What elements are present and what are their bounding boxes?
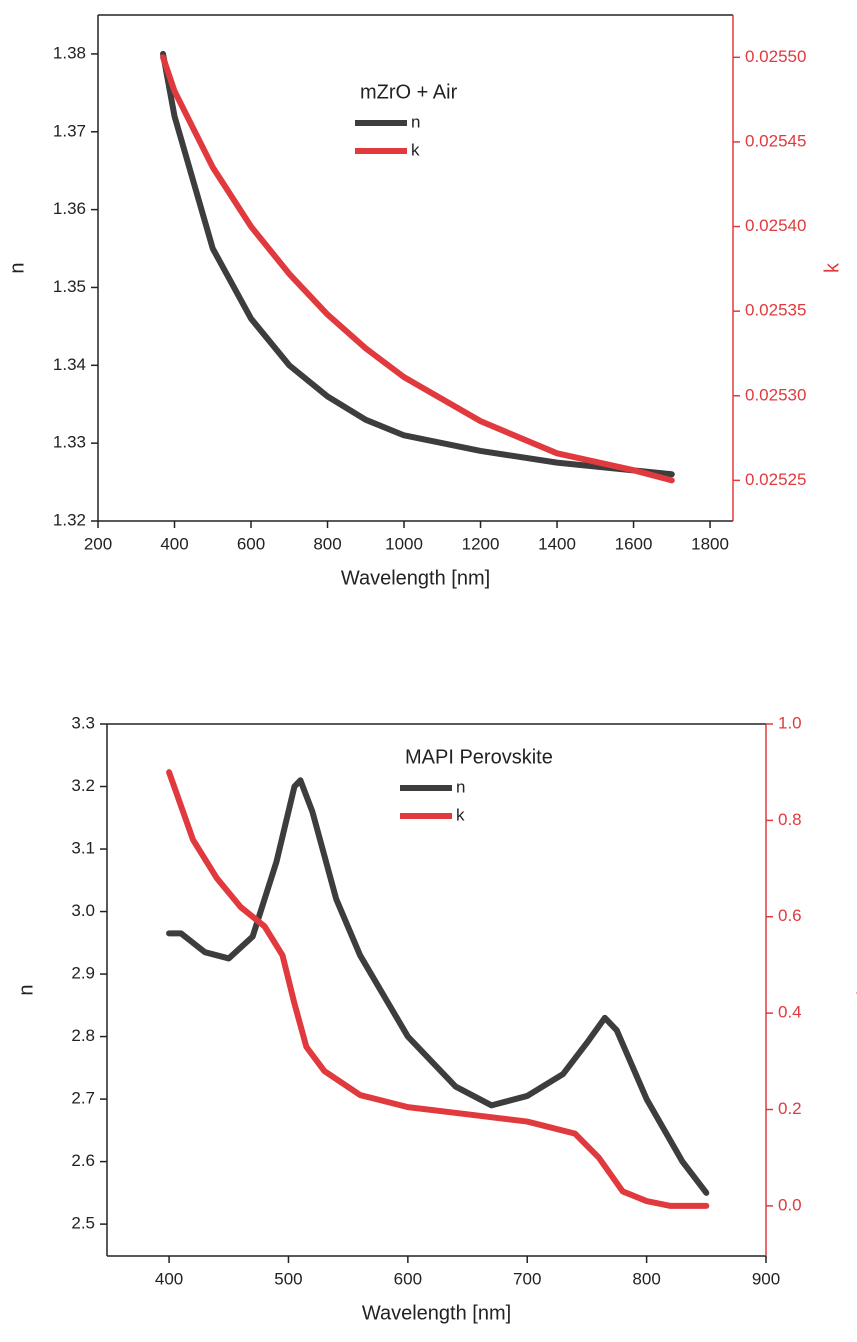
x-tick-label: 600 [237, 534, 265, 553]
x-tick-label: 400 [155, 1269, 183, 1288]
y-axis-label: n [15, 984, 37, 995]
y-tick-label: 3.1 [71, 839, 95, 858]
y2-tick-label: 0.2 [778, 1099, 802, 1118]
y2-tick-label: 0.02535 [745, 301, 806, 320]
legend-label: k [411, 140, 420, 159]
y-axis-label: n [6, 262, 28, 273]
series-line [160, 50, 675, 478]
y2-tick-label: 1.0 [778, 713, 802, 732]
y-tick-label: 1.35 [53, 277, 86, 296]
y-tick-label: 1.36 [53, 199, 86, 218]
y2-tick-label: 0.6 [778, 906, 802, 925]
x-tick-label: 700 [513, 1269, 541, 1288]
legend-title: MAPI Perovskite [405, 746, 553, 768]
y-tick-label: 1.32 [53, 510, 86, 529]
y-tick-label: 1.33 [53, 433, 86, 452]
y2-axis-label: k [854, 984, 857, 995]
x-axis-label: Wavelength [nm] [362, 1302, 511, 1324]
x-tick-label: 600 [394, 1269, 422, 1288]
series-line [166, 777, 710, 1196]
legend-title: mZrO + Air [360, 81, 458, 103]
y-tick-label: 2.6 [71, 1151, 95, 1170]
x-tick-label: 1400 [538, 534, 576, 553]
y-tick-label: 2.8 [71, 1026, 95, 1045]
y2-tick-label: 0.4 [778, 1003, 802, 1022]
y-tick-label: 2.5 [71, 1214, 95, 1233]
y-tick-label: 1.37 [53, 121, 86, 140]
y2-tick-label: 0.02525 [745, 470, 806, 489]
y2-tick-label: 0.02530 [745, 385, 806, 404]
series-line [160, 54, 675, 484]
y-tick-label: 2.7 [71, 1089, 95, 1108]
x-tick-label: 800 [632, 1269, 660, 1288]
y2-axis-label: k [821, 262, 843, 273]
y-tick-label: 1.34 [53, 355, 86, 374]
legend-label: n [456, 777, 465, 796]
y2-tick-label: 0.8 [778, 810, 802, 829]
x-axis-label: Wavelength [nm] [341, 567, 490, 589]
legend-label: k [456, 805, 465, 824]
y2-tick-label: 0.02540 [745, 216, 806, 235]
legend-label: n [411, 112, 420, 131]
y-tick-label: 2.9 [71, 964, 95, 983]
x-tick-label: 1600 [615, 534, 653, 553]
series-line [166, 769, 710, 1209]
x-tick-label: 900 [752, 1269, 780, 1288]
y-tick-label: 3.2 [71, 776, 95, 795]
y2-tick-label: 0.02545 [745, 131, 806, 150]
y2-tick-label: 0.02550 [745, 47, 806, 66]
x-tick-label: 1200 [462, 534, 500, 553]
y-tick-label: 3.0 [71, 901, 95, 920]
x-tick-label: 500 [274, 1269, 302, 1288]
y2-tick-label: 0.0 [778, 1195, 802, 1214]
x-tick-label: 400 [160, 534, 188, 553]
x-tick-label: 1800 [691, 534, 729, 553]
x-tick-label: 800 [313, 534, 341, 553]
x-tick-label: 1000 [385, 534, 423, 553]
y-tick-label: 3.3 [71, 713, 95, 732]
y-tick-label: 1.38 [53, 43, 86, 62]
x-tick-label: 200 [84, 534, 112, 553]
